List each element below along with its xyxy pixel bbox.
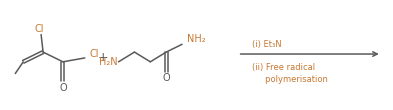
Text: (ii) Free radical
     polymerisation: (ii) Free radical polymerisation	[252, 63, 327, 84]
Text: NH₂: NH₂	[187, 34, 206, 44]
Text: +: +	[97, 51, 108, 64]
Text: H₂N: H₂N	[99, 57, 118, 67]
Text: O: O	[59, 83, 67, 93]
Text: (i) Et₃N: (i) Et₃N	[252, 40, 281, 49]
Text: O: O	[162, 73, 170, 83]
Text: Cl: Cl	[90, 49, 99, 59]
Text: Cl: Cl	[34, 24, 44, 34]
